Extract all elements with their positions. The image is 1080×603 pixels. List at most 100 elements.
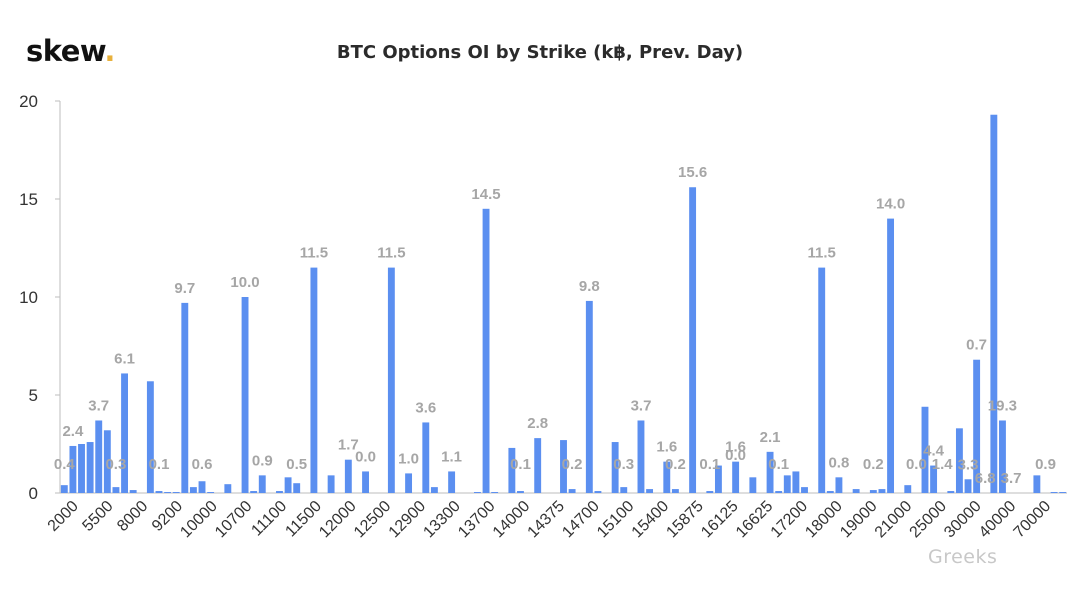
bar xyxy=(585,300,593,493)
bar xyxy=(258,475,266,493)
x-tick-label: 70000 xyxy=(1011,498,1055,542)
data-label: 11.5 xyxy=(300,245,328,262)
bar xyxy=(637,420,645,493)
data-label: 6.1 xyxy=(114,350,135,367)
bar xyxy=(999,420,1006,493)
bar xyxy=(973,359,981,493)
data-label: 0.1 xyxy=(149,456,170,473)
x-tick-label: 14700 xyxy=(559,498,603,542)
bar xyxy=(181,302,189,493)
data-label: 3.7 xyxy=(1001,470,1022,487)
bar xyxy=(1059,492,1067,493)
y-tick-label: 15 xyxy=(19,190,38,209)
data-label: 4.4 xyxy=(923,443,945,460)
x-tick-label: 15100 xyxy=(594,498,638,542)
data-label: 0.1 xyxy=(510,456,531,473)
bar xyxy=(1033,475,1041,493)
data-label: 0.0 xyxy=(906,456,927,473)
bar xyxy=(422,422,430,493)
x-tick-label: 40000 xyxy=(976,498,1020,542)
bar xyxy=(611,442,619,493)
data-label: 0.2 xyxy=(665,456,686,473)
data-label: 2.1 xyxy=(760,429,781,446)
data-label: 0.9 xyxy=(252,452,273,469)
bar xyxy=(164,492,172,493)
bar xyxy=(663,461,671,493)
bar xyxy=(250,491,258,493)
x-tick-label: 17200 xyxy=(768,498,812,542)
bar xyxy=(155,491,163,493)
bar xyxy=(560,440,567,493)
data-label: 0.9 xyxy=(1035,456,1056,473)
data-label: 11.5 xyxy=(808,245,836,262)
bar xyxy=(284,477,292,493)
bar xyxy=(775,491,783,493)
x-tick-label: 18000 xyxy=(802,498,846,542)
bar xyxy=(189,487,197,493)
x-tick-label: 21000 xyxy=(872,498,916,542)
x-tick-label: 16625 xyxy=(733,498,777,542)
x-tick-label: 12500 xyxy=(351,498,395,542)
x-tick-label: 19000 xyxy=(837,498,881,542)
data-label: 1.7 xyxy=(338,437,359,454)
data-label: 0.1 xyxy=(768,456,789,473)
data-label: 0.6 xyxy=(192,456,213,473)
x-tick-label: 14000 xyxy=(490,498,534,542)
bar xyxy=(112,487,120,493)
data-label: 1.6 xyxy=(725,439,746,456)
bar xyxy=(405,473,413,493)
bar xyxy=(344,459,352,493)
data-label: 2.8 xyxy=(527,415,548,432)
x-tick-label: 11100 xyxy=(248,498,290,540)
data-label: 3.7 xyxy=(88,398,109,415)
bar xyxy=(430,487,438,493)
bar xyxy=(990,114,998,493)
data-label: 3.7 xyxy=(631,398,652,415)
skew-logo: skew. xyxy=(26,34,115,68)
x-tick-label: 15875 xyxy=(663,498,707,542)
x-tick-label: 16125 xyxy=(698,498,742,542)
data-label: 0.2 xyxy=(863,456,884,473)
bar xyxy=(95,420,103,493)
bar xyxy=(568,489,576,493)
bar xyxy=(310,267,318,493)
bar xyxy=(172,492,180,493)
x-tick-label: 2000 xyxy=(45,498,82,535)
bar xyxy=(276,491,283,493)
bar xyxy=(198,481,206,493)
bar xyxy=(224,484,232,493)
data-label: 0.7 xyxy=(966,337,987,354)
bar xyxy=(103,430,111,493)
data-label: 0.3 xyxy=(613,456,634,473)
x-tick-label: 14375 xyxy=(525,498,569,542)
bar xyxy=(473,492,481,493)
data-label: 3.3 xyxy=(958,456,979,473)
bar xyxy=(146,381,154,493)
bar xyxy=(826,491,834,493)
bar xyxy=(930,465,938,493)
data-label: 14.0 xyxy=(876,196,905,213)
data-label: 0.3 xyxy=(105,456,126,473)
data-label: 1.6 xyxy=(656,439,677,456)
x-tick-label: 10000 xyxy=(177,498,221,542)
bar xyxy=(620,487,628,493)
data-label: 0.8 xyxy=(828,454,849,471)
bar xyxy=(689,187,697,494)
x-tick-label: 12000 xyxy=(316,498,360,542)
x-tick-label: 8000 xyxy=(114,498,151,535)
bar xyxy=(801,487,808,493)
x-tick-label: 12900 xyxy=(386,498,430,542)
data-label: 1.1 xyxy=(441,448,462,465)
bar xyxy=(362,471,369,493)
x-tick-label: 30000 xyxy=(941,498,985,542)
data-label: 1.4 xyxy=(932,456,954,473)
bar xyxy=(955,428,963,493)
bar xyxy=(86,442,94,493)
y-tick-label: 10 xyxy=(19,288,38,307)
x-tick-label: 5500 xyxy=(79,498,116,535)
x-tick-label: 11500 xyxy=(282,498,325,541)
bar xyxy=(835,477,843,493)
bar xyxy=(69,445,77,493)
bar xyxy=(241,297,249,493)
